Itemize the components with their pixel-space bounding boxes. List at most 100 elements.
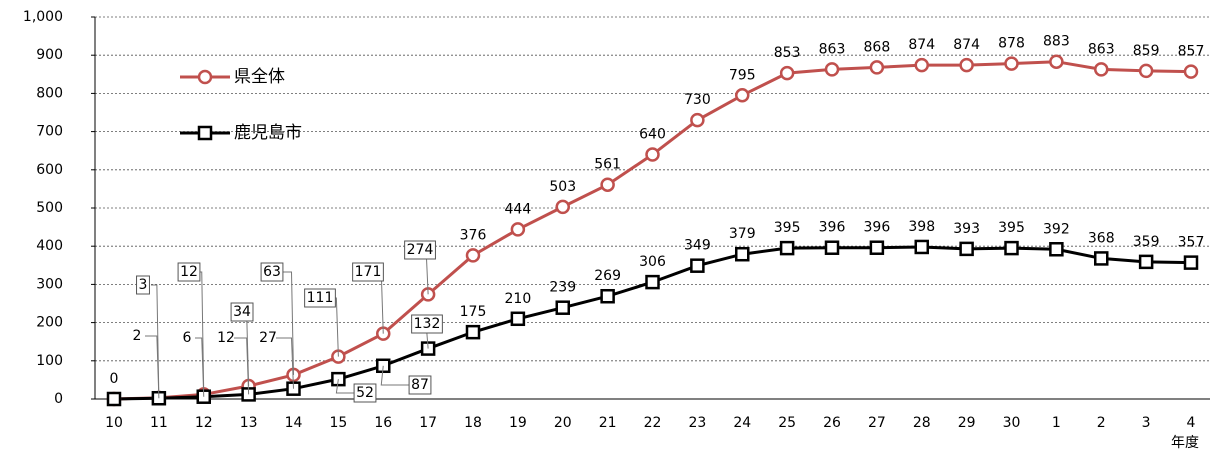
- x-tick-label: 3: [1142, 415, 1151, 431]
- data-label: 349: [684, 238, 711, 254]
- marker: [1049, 242, 1064, 257]
- x-tick-label: 24: [733, 415, 751, 431]
- x-tick-label: 28: [913, 415, 931, 431]
- label-box: [304, 288, 336, 308]
- marker: [690, 258, 705, 273]
- data-label: 395: [774, 220, 801, 236]
- label-box: [136, 275, 150, 295]
- x-tick-label: 10: [105, 415, 123, 431]
- marker: [510, 222, 526, 237]
- y-tick-label: 100: [36, 353, 63, 369]
- y-tick-label: 400: [36, 238, 63, 254]
- data-label: 34: [233, 304, 251, 320]
- marker: [779, 65, 795, 81]
- marker: [914, 239, 929, 255]
- x-tick-label: 27: [868, 415, 886, 431]
- marker: [1049, 54, 1064, 69]
- x-tick-label: 13: [240, 415, 258, 431]
- marker: [645, 147, 660, 162]
- data-label: 874: [953, 37, 980, 53]
- data-label: 171: [355, 264, 382, 280]
- legend-label: 県全体: [234, 67, 285, 87]
- data-label: 730: [684, 92, 711, 108]
- marker: [1094, 251, 1109, 266]
- marker: [645, 274, 660, 290]
- data-label: 561: [594, 157, 621, 173]
- series-line: [113, 60, 1192, 401]
- data-label: 396: [864, 220, 891, 236]
- data-label: 396: [819, 220, 846, 236]
- data-label: 874: [908, 37, 935, 53]
- data-label: 368: [1088, 230, 1115, 246]
- label-box: [353, 383, 377, 403]
- data-label: 392: [1043, 221, 1070, 237]
- marker: [465, 324, 481, 340]
- y-tick-label: 600: [36, 162, 63, 178]
- data-label: 379: [729, 226, 756, 242]
- data-label: 210: [505, 291, 532, 307]
- label-box: [352, 262, 384, 282]
- label-box: [260, 262, 284, 282]
- data-label: 269: [594, 268, 621, 284]
- x-tick-label: 19: [509, 415, 527, 431]
- y-tick-label: 1,000: [23, 9, 63, 25]
- x-tick-label: 21: [599, 415, 617, 431]
- x-tick-label: 14: [285, 415, 303, 431]
- data-label: 878: [998, 36, 1025, 52]
- marker: [555, 199, 570, 215]
- label-box: [404, 240, 436, 260]
- leader-line: [234, 337, 250, 395]
- x-tick-label: 26: [823, 415, 841, 431]
- data-label: 111: [307, 290, 334, 306]
- y-tick-label: 900: [36, 47, 63, 63]
- marker: [869, 60, 885, 75]
- legend-marker: [197, 125, 213, 141]
- marker: [1004, 56, 1019, 71]
- marker: [1138, 254, 1154, 270]
- marker: [600, 288, 615, 304]
- leader-line: [151, 284, 160, 398]
- data-label: 444: [505, 201, 532, 217]
- x-tick-label: 22: [644, 415, 662, 431]
- marker: [1183, 255, 1199, 270]
- x-tick-label: 2: [1097, 415, 1106, 431]
- marker: [914, 57, 929, 73]
- marker: [1183, 64, 1199, 79]
- data-label: 274: [407, 242, 434, 258]
- data-label: 52: [356, 385, 374, 401]
- data-label: 883: [1043, 34, 1070, 50]
- data-label: 63: [263, 264, 281, 280]
- data-label: 357: [1178, 235, 1205, 251]
- data-label: 306: [639, 254, 666, 270]
- data-label: 12: [217, 330, 235, 346]
- data-label: 395: [998, 220, 1025, 236]
- marker: [690, 112, 705, 128]
- marker: [1004, 240, 1019, 256]
- x-tick-label: 18: [464, 415, 482, 431]
- data-label: 863: [1088, 41, 1115, 57]
- y-tick-label: 800: [36, 85, 63, 101]
- data-label: 398: [908, 219, 935, 235]
- data-label: 239: [549, 280, 576, 296]
- label-box: [230, 302, 254, 322]
- data-label: 376: [460, 227, 487, 243]
- marker: [106, 391, 122, 407]
- x-tick-label: 16: [374, 415, 392, 431]
- marker: [959, 57, 974, 73]
- data-label: 853: [774, 45, 801, 61]
- y-tick-label: 200: [36, 315, 63, 331]
- marker: [600, 177, 615, 192]
- x-axis-label: 年度: [1171, 435, 1199, 451]
- x-tick-label: 25: [778, 415, 796, 431]
- x-tick-label: 12: [195, 415, 213, 431]
- x-tick-label: 20: [554, 415, 572, 431]
- data-label: 859: [1133, 43, 1160, 59]
- marker: [510, 311, 526, 327]
- data-label: 868: [864, 39, 891, 55]
- label-box: [177, 262, 201, 282]
- marker: [869, 240, 885, 255]
- data-label: 359: [1133, 234, 1160, 250]
- data-label: 27: [259, 330, 277, 346]
- data-label: 863: [819, 41, 846, 57]
